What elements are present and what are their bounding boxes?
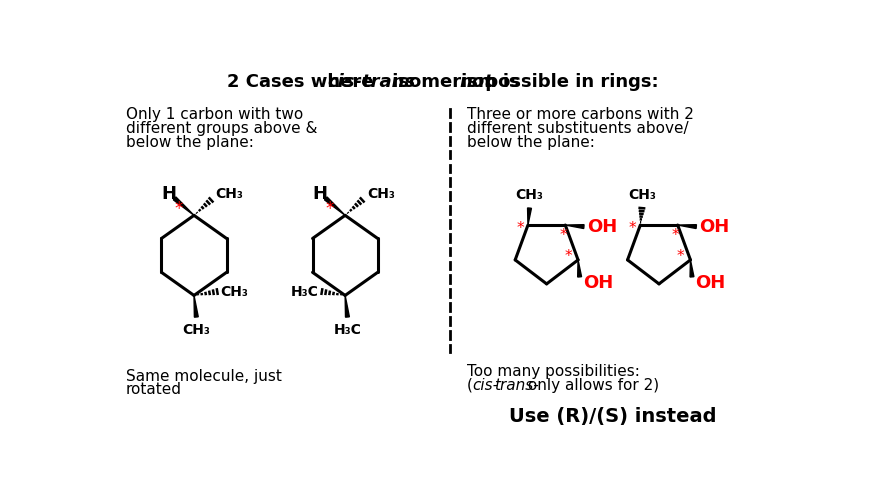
Text: OH: OH bbox=[699, 217, 729, 236]
Polygon shape bbox=[577, 260, 580, 277]
Text: cis-: cis- bbox=[472, 378, 498, 393]
Text: *: * bbox=[671, 228, 679, 243]
Text: possible in rings:: possible in rings: bbox=[479, 73, 658, 91]
Polygon shape bbox=[527, 208, 531, 225]
Text: different groups above &: different groups above & bbox=[126, 121, 317, 136]
Text: (: ( bbox=[467, 378, 472, 393]
Text: H₃C: H₃C bbox=[333, 323, 361, 337]
Polygon shape bbox=[194, 295, 198, 317]
Text: H₃C: H₃C bbox=[290, 284, 318, 299]
Polygon shape bbox=[677, 225, 695, 228]
Text: Same molecule, just: Same molecule, just bbox=[126, 369, 282, 384]
Text: *: * bbox=[559, 228, 566, 243]
Text: H: H bbox=[161, 185, 176, 203]
Polygon shape bbox=[324, 197, 345, 215]
Text: H: H bbox=[312, 185, 327, 203]
Text: CH₃: CH₃ bbox=[182, 323, 210, 337]
Text: *: * bbox=[325, 200, 334, 218]
Text: OH: OH bbox=[587, 217, 616, 236]
Text: CH₃: CH₃ bbox=[216, 187, 243, 201]
Text: different substituents above/: different substituents above/ bbox=[467, 121, 687, 136]
Text: 2 Cases where: 2 Cases where bbox=[226, 73, 379, 91]
Text: only allows for 2): only allows for 2) bbox=[523, 378, 659, 393]
Text: Too many possibilities:: Too many possibilities: bbox=[467, 364, 639, 379]
Text: isomerism is: isomerism is bbox=[386, 73, 526, 91]
Text: cis-trans: cis-trans bbox=[327, 73, 415, 91]
Polygon shape bbox=[565, 225, 583, 228]
Text: not: not bbox=[460, 73, 493, 91]
Text: *: * bbox=[676, 248, 683, 264]
Text: Only 1 carbon with two: Only 1 carbon with two bbox=[126, 107, 302, 122]
Text: OH: OH bbox=[582, 274, 613, 292]
Text: trans-: trans- bbox=[494, 378, 538, 393]
Polygon shape bbox=[689, 260, 693, 277]
Text: CH₃: CH₃ bbox=[220, 284, 248, 299]
Text: below the plane:: below the plane: bbox=[467, 134, 594, 150]
Text: *: * bbox=[628, 221, 635, 236]
Text: OH: OH bbox=[694, 274, 725, 292]
Text: Use (R)/(S) instead: Use (R)/(S) instead bbox=[508, 407, 715, 426]
Text: CH₃: CH₃ bbox=[367, 187, 395, 201]
Text: below the plane:: below the plane: bbox=[126, 134, 254, 150]
Polygon shape bbox=[345, 295, 349, 317]
Text: *: * bbox=[174, 200, 182, 218]
Polygon shape bbox=[173, 197, 194, 215]
Text: *: * bbox=[563, 248, 571, 264]
Text: CH₃: CH₃ bbox=[627, 188, 655, 202]
Text: CH₃: CH₃ bbox=[515, 188, 543, 202]
Text: *: * bbox=[516, 221, 523, 236]
Text: rotated: rotated bbox=[126, 382, 182, 398]
Text: Three or more carbons with 2: Three or more carbons with 2 bbox=[467, 107, 693, 122]
